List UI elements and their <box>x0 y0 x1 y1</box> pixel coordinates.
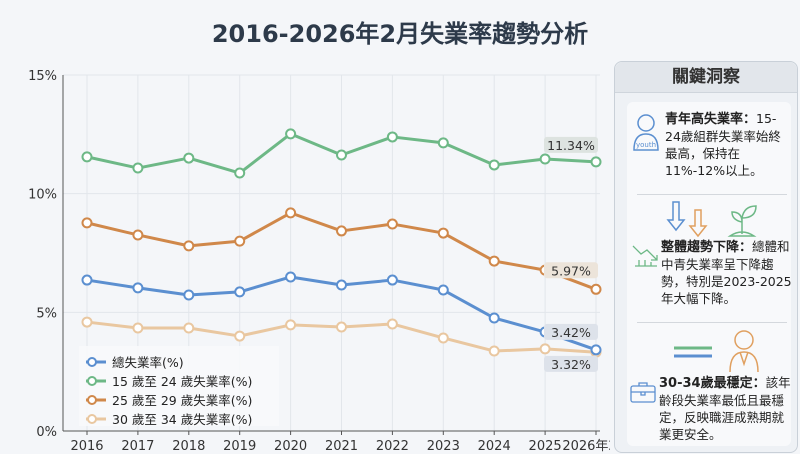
data-point <box>386 318 398 330</box>
x-tick-label: 2016 <box>70 439 103 454</box>
data-point <box>183 152 195 164</box>
divider <box>637 322 787 323</box>
chart-title: 2016-2026年2月失業率趨勢分析 <box>211 20 589 48</box>
data-point <box>132 162 144 174</box>
data-point <box>336 321 347 333</box>
data-point <box>539 153 551 165</box>
data-point <box>132 322 144 334</box>
y-tick-label: 10% <box>28 188 57 203</box>
down-arrows-plant-icon <box>666 201 757 238</box>
data-point <box>81 217 93 229</box>
data-point <box>336 149 347 161</box>
x-tick-label: 2018 <box>172 439 205 454</box>
x-tick-label: 2025 <box>529 439 562 454</box>
data-point <box>285 128 297 140</box>
data-point <box>437 227 449 239</box>
legend-marker <box>87 414 97 424</box>
legend-marker <box>87 395 97 405</box>
x-tick-label: 2023 <box>427 439 460 454</box>
insight-heading: 青年高失業率： <box>665 112 757 127</box>
insight-heading: 整體趨勢下降： <box>661 240 753 255</box>
stable-lines-professional-icon <box>674 330 759 372</box>
data-point <box>488 159 500 171</box>
x-tick-label: 2022 <box>376 439 409 454</box>
data-point <box>488 255 500 267</box>
data-point <box>183 289 195 301</box>
insight-trend: 整體趨勢下降：總體和中青失業率呈下降趨勢，特別是2023-2025年大幅下降。 <box>661 238 795 307</box>
data-point <box>386 131 398 143</box>
x-tick-label: 2026年2月 <box>562 439 610 454</box>
data-point <box>234 286 246 298</box>
insight-text: 15-24歲組群失業率始終最高，保持在11%-12%以上。 <box>665 111 781 178</box>
data-point <box>386 218 398 230</box>
x-tick-label: 2020 <box>274 439 307 454</box>
legend-box <box>79 346 279 426</box>
y-tick-label: 5% <box>36 306 57 321</box>
data-point <box>336 225 347 237</box>
data-point <box>285 271 297 283</box>
insight-stable: 30-34歲最穩定：該年齡段失業率最低且最穩定，反映職涯成熟期就業更安全。 <box>659 374 795 443</box>
data-point <box>285 207 297 219</box>
data-point <box>437 332 449 344</box>
youth-person-icon: youth <box>633 114 659 151</box>
data-point <box>590 344 602 356</box>
legend-label: 30 歲至 34 歲失業率(%) <box>112 412 252 427</box>
data-point <box>81 316 93 328</box>
data-point <box>81 151 93 163</box>
legend-label: 15 歲至 24 歲失業率(%) <box>112 374 252 389</box>
data-point <box>437 137 449 149</box>
data-point <box>132 282 144 294</box>
legend-marker <box>87 376 97 386</box>
data-point <box>81 274 93 286</box>
legend-label: 25 歲至 29 歲失業率(%) <box>112 393 252 408</box>
data-label: 3.32% <box>551 357 591 372</box>
data-point <box>539 343 551 355</box>
data-point <box>234 167 246 179</box>
data-point <box>183 322 195 334</box>
x-tick-label: 2019 <box>223 439 256 454</box>
line-chart: 0% 5% 10% 15% 2016 2017 2018 2019 2020 2021 2022 20… <box>28 69 610 454</box>
y-tick-label: 15% <box>28 69 57 84</box>
insights-panel: 關鍵洞察 youth 青年高失業率：15-24歲組群失業率始終最高，保持在11%… <box>614 61 798 453</box>
y-tick-label: 0% <box>36 425 57 440</box>
data-point <box>590 283 602 295</box>
data-point <box>183 240 195 252</box>
data-point <box>488 345 500 357</box>
svg-text:youth: youth <box>636 141 656 149</box>
legend-label: 總失業率(%) <box>112 355 184 370</box>
insight-youth: 青年高失業率：15-24歲組群失業率始終最高，保持在11%-12%以上。 <box>665 110 791 179</box>
briefcase-icon <box>630 382 656 403</box>
declining-chart-icon <box>632 245 658 267</box>
data-point <box>488 312 500 324</box>
x-tick-label: 2017 <box>121 439 154 454</box>
divider <box>637 194 787 195</box>
data-label: 11.34% <box>547 138 595 153</box>
insight-text: 該年齡段失業率最低且最穩定，反映職涯成熟期就業更安全。 <box>659 375 791 442</box>
x-tick-label: 2024 <box>478 439 511 454</box>
data-point <box>285 319 297 331</box>
insights-card <box>627 102 791 446</box>
data-label: 3.42% <box>551 325 591 340</box>
data-point <box>437 284 449 296</box>
panel-title: 關鍵洞察 <box>615 62 797 93</box>
x-tick-label: 2021 <box>325 439 358 454</box>
data-point <box>386 274 398 286</box>
data-point <box>234 330 246 342</box>
data-label-background <box>544 136 598 153</box>
data-label-background <box>544 323 598 340</box>
data-label-background <box>544 355 598 372</box>
insight-heading: 30-34歲最穩定： <box>659 376 766 391</box>
data-point <box>132 229 144 241</box>
data-label: 5.97% <box>551 263 591 278</box>
data-label-background <box>544 262 598 279</box>
data-point <box>234 235 246 247</box>
insight-text: 總體和中青失業率呈下降趨勢，特別是2023-2025年大幅下降。 <box>661 239 792 306</box>
data-point <box>590 156 602 168</box>
data-point <box>336 279 347 291</box>
legend-marker <box>87 357 97 367</box>
